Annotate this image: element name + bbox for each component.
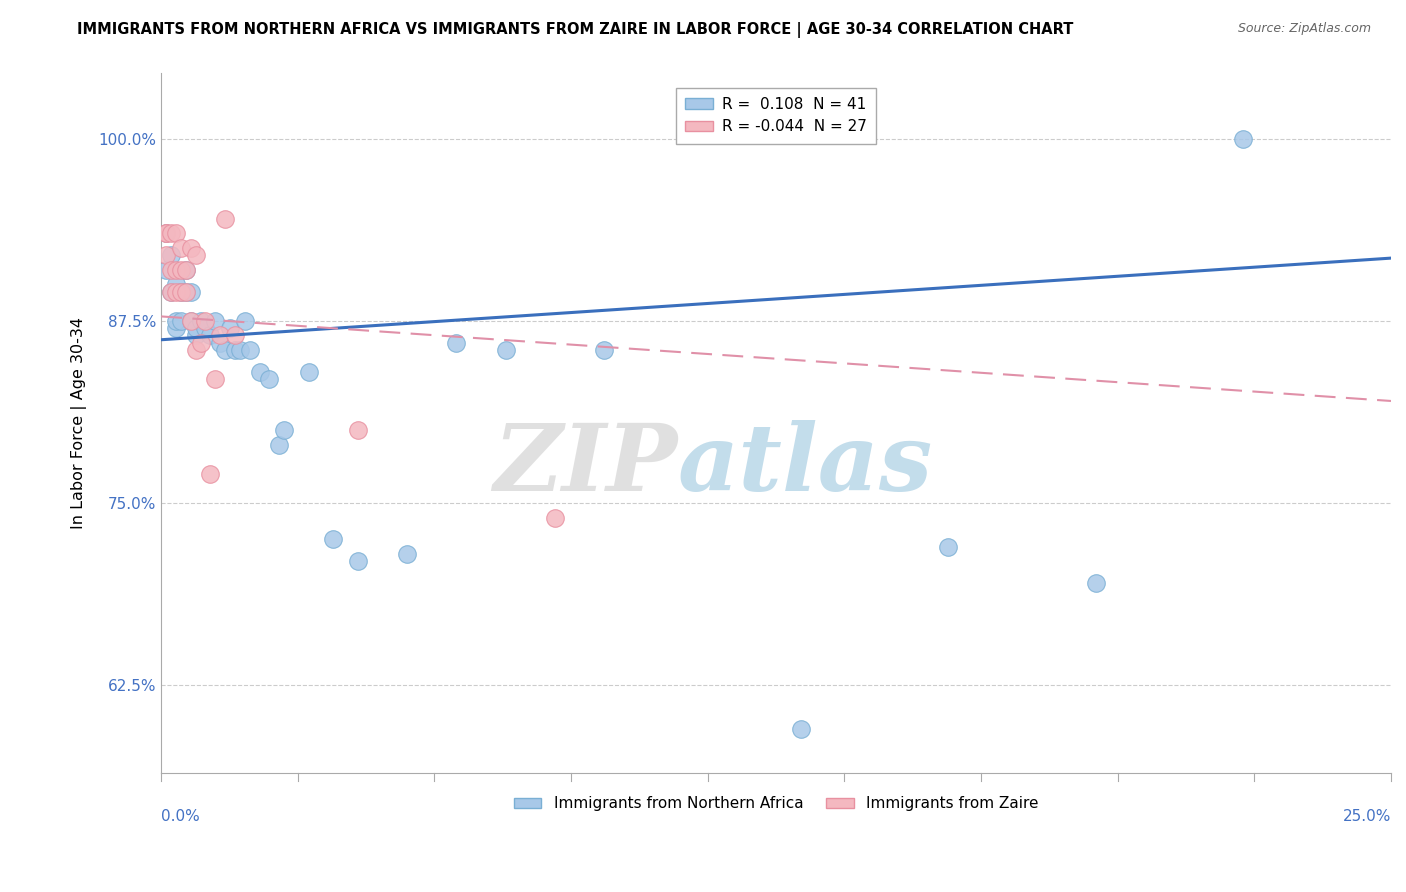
Point: [160, 248, 183, 262]
Point: [180, 314, 202, 328]
Point: [273, 423, 295, 437]
Point: [165, 227, 187, 241]
Point: [259, 372, 281, 386]
Point: [322, 533, 344, 547]
Point: [165, 321, 187, 335]
Point: [214, 211, 236, 226]
Point: [170, 285, 193, 299]
Point: [200, 328, 222, 343]
Point: [184, 328, 207, 343]
Point: [170, 262, 193, 277]
Point: [174, 285, 197, 299]
Point: [200, 467, 222, 481]
Y-axis label: In Labor Force | Age 30-34: In Labor Force | Age 30-34: [72, 317, 87, 529]
Point: [347, 554, 370, 568]
Point: [396, 547, 419, 561]
Point: [155, 248, 177, 262]
Point: [155, 227, 177, 241]
Point: [233, 314, 256, 328]
Point: [204, 314, 226, 328]
Point: [184, 343, 207, 357]
Point: [446, 335, 468, 350]
Text: 25.0%: 25.0%: [1343, 809, 1391, 824]
Text: Source: ZipAtlas.com: Source: ZipAtlas.com: [1237, 22, 1371, 36]
Point: [214, 343, 236, 357]
Point: [165, 262, 187, 277]
Point: [219, 321, 242, 335]
Text: IMMIGRANTS FROM NORTHERN AFRICA VS IMMIGRANTS FROM ZAIRE IN LABOR FORCE | AGE 30: IMMIGRANTS FROM NORTHERN AFRICA VS IMMIG…: [77, 22, 1074, 38]
Point: [936, 540, 959, 554]
Point: [593, 343, 616, 357]
Point: [155, 227, 177, 241]
Point: [180, 285, 202, 299]
Text: 0.0%: 0.0%: [162, 809, 200, 824]
Point: [194, 314, 217, 328]
Point: [190, 335, 212, 350]
Point: [249, 365, 271, 379]
Point: [165, 285, 187, 299]
Point: [1232, 131, 1254, 145]
Point: [180, 241, 202, 255]
Point: [160, 285, 183, 299]
Point: [190, 314, 212, 328]
Point: [194, 321, 217, 335]
Point: [165, 277, 187, 292]
Point: [298, 365, 321, 379]
Point: [184, 321, 207, 335]
Point: [1084, 576, 1107, 591]
Point: [165, 314, 187, 328]
Point: [239, 343, 262, 357]
Point: [789, 722, 811, 736]
Point: [160, 285, 183, 299]
Point: [170, 285, 193, 299]
Point: [224, 343, 246, 357]
Point: [209, 328, 232, 343]
Point: [174, 262, 197, 277]
Point: [170, 241, 193, 255]
Point: [174, 262, 197, 277]
Point: [209, 335, 232, 350]
Point: [180, 314, 202, 328]
Text: ZIP: ZIP: [494, 420, 678, 510]
Point: [160, 227, 183, 241]
Point: [204, 372, 226, 386]
Point: [155, 262, 177, 277]
Point: [347, 423, 370, 437]
Text: atlas: atlas: [678, 420, 934, 510]
Point: [155, 227, 177, 241]
Point: [160, 262, 183, 277]
Point: [269, 438, 291, 452]
Point: [224, 328, 246, 343]
Point: [170, 314, 193, 328]
Point: [184, 248, 207, 262]
Point: [174, 285, 197, 299]
Point: [495, 343, 517, 357]
Point: [229, 343, 252, 357]
Legend: Immigrants from Northern Africa, Immigrants from Zaire: Immigrants from Northern Africa, Immigra…: [508, 790, 1045, 818]
Point: [544, 510, 567, 524]
